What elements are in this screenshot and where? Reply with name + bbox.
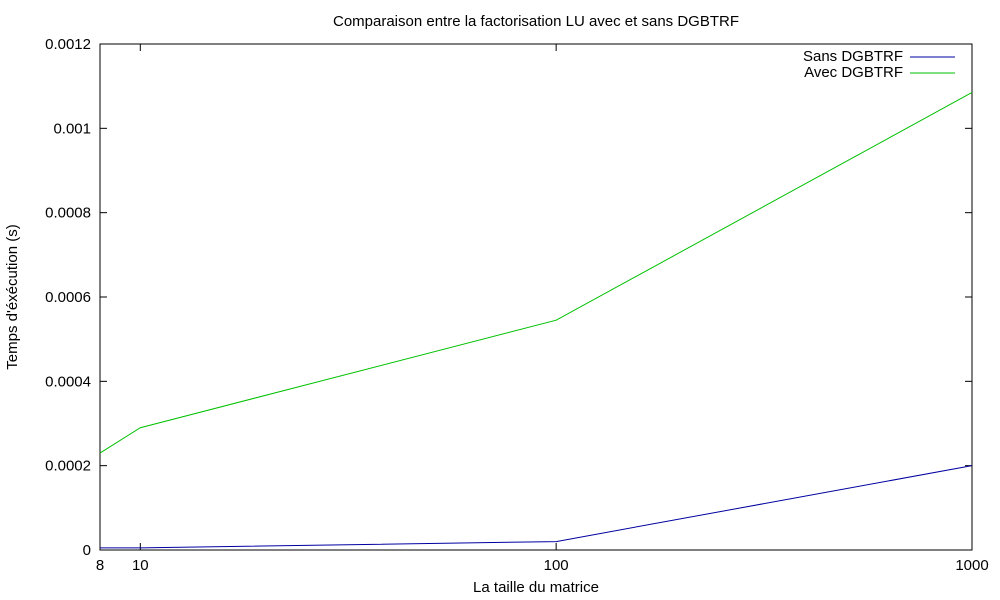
series-group (99, 92, 973, 549)
series-line-2 (99, 92, 973, 454)
x-tick-label: 1000 (955, 557, 988, 574)
y-tick-label: 0.0008 (45, 205, 91, 222)
x-axis-label: La taille du matrice (473, 579, 599, 596)
x-tick-label: 8 (96, 557, 104, 574)
y-axis-label: Temps d'éxécution (s) (4, 224, 21, 369)
x-tick-label: 10 (132, 557, 149, 574)
series-line-1 (100, 465, 973, 549)
chart-title: Comparaison entre la factorisation LU av… (333, 13, 739, 30)
plot-frame (99, 43, 973, 551)
y-tick-label: 0.0004 (45, 373, 91, 390)
y-tick-label: 0.0012 (45, 36, 91, 53)
legend-label-2: Avec DGBTRF (804, 64, 903, 81)
y-tick-label: 0 (83, 542, 91, 559)
y-tick-label: 0.0002 (45, 458, 91, 475)
y-tick-label: 0.001 (53, 120, 91, 137)
x-tick-label: 100 (544, 557, 569, 574)
legend-label-1: Sans DGBTRF (803, 48, 903, 65)
axis-ticks: 0 0.0002 0.0004 0.0006 0.0008 0.001 0.0012 8 10 1… (45, 36, 989, 574)
y-tick-label: 0.0006 (45, 289, 91, 306)
